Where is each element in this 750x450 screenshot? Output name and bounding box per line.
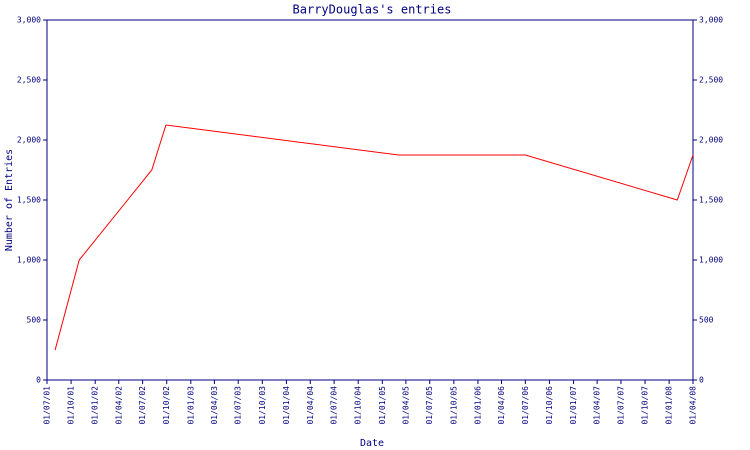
y2-tick-label: 2,000	[699, 136, 723, 145]
y2-tick-label: 500	[699, 316, 714, 325]
plot-frame	[46, 19, 694, 381]
x-tick-label: 01/10/04	[354, 386, 363, 425]
x-tick-label: 01/07/01	[43, 386, 52, 425]
x-tick-label: 01/10/07	[641, 386, 650, 425]
x-tick-label: 01/01/07	[569, 386, 578, 425]
x-tick-label: 01/04/04	[306, 386, 315, 425]
y-axis-label: Number of Entries	[4, 149, 15, 251]
y-tick-label: 1,500	[17, 196, 41, 205]
x-tick-label: 01/01/04	[282, 386, 291, 425]
y-tick-label: 2,000	[17, 136, 41, 145]
x-tick-label: 01/01/05	[378, 386, 387, 425]
x-tick-label: 01/04/03	[210, 386, 219, 425]
x-tick-label: 01/07/02	[138, 386, 147, 425]
x-tick-label: 01/07/03	[234, 386, 243, 425]
y-tick-label: 2,500	[17, 76, 41, 85]
y2-tick-label: 1,000	[699, 256, 723, 265]
y-tick-label: 3,000	[17, 16, 41, 25]
y2-tick-label: 1,500	[699, 196, 723, 205]
x-tick-label: 01/04/05	[401, 386, 410, 425]
y-tick-label: 0	[36, 376, 41, 385]
x-tick-label: 01/10/03	[258, 386, 267, 425]
x-tick-label: 01/04/02	[114, 386, 123, 425]
x-tick-label: 01/07/04	[330, 386, 339, 425]
data-line	[54, 124, 694, 351]
x-tick-label: 01/01/02	[91, 386, 100, 425]
x-tick-label: 01/04/07	[593, 386, 602, 425]
y-tick-label: 1,000	[17, 256, 41, 265]
y-tick-label: 500	[27, 316, 42, 325]
x-axis-label: Date	[360, 438, 384, 449]
x-tick-label: 01/10/01	[67, 386, 76, 425]
x-tick-label: 01/01/06	[473, 386, 482, 425]
x-tick-label: 01/10/06	[545, 386, 554, 425]
x-tick-label: 01/07/06	[521, 386, 530, 425]
x-tick-label: 01/01/03	[186, 386, 195, 425]
x-tick-label: 01/04/06	[497, 386, 506, 425]
x-tick-label: 01/04/08	[689, 386, 698, 425]
x-tick-label: 01/07/07	[616, 386, 625, 425]
x-tick-label: 01/10/02	[162, 386, 171, 425]
y2-tick-label: 2,500	[699, 76, 723, 85]
x-tick-label: 01/07/05	[425, 386, 434, 425]
y2-tick-label: 0	[699, 376, 704, 385]
y2-tick-label: 3,000	[699, 16, 723, 25]
x-tick-label: 01/01/08	[665, 386, 674, 425]
x-tick-label: 01/10/05	[449, 386, 458, 425]
chart-title: BarryDouglas's entries	[293, 3, 452, 17]
